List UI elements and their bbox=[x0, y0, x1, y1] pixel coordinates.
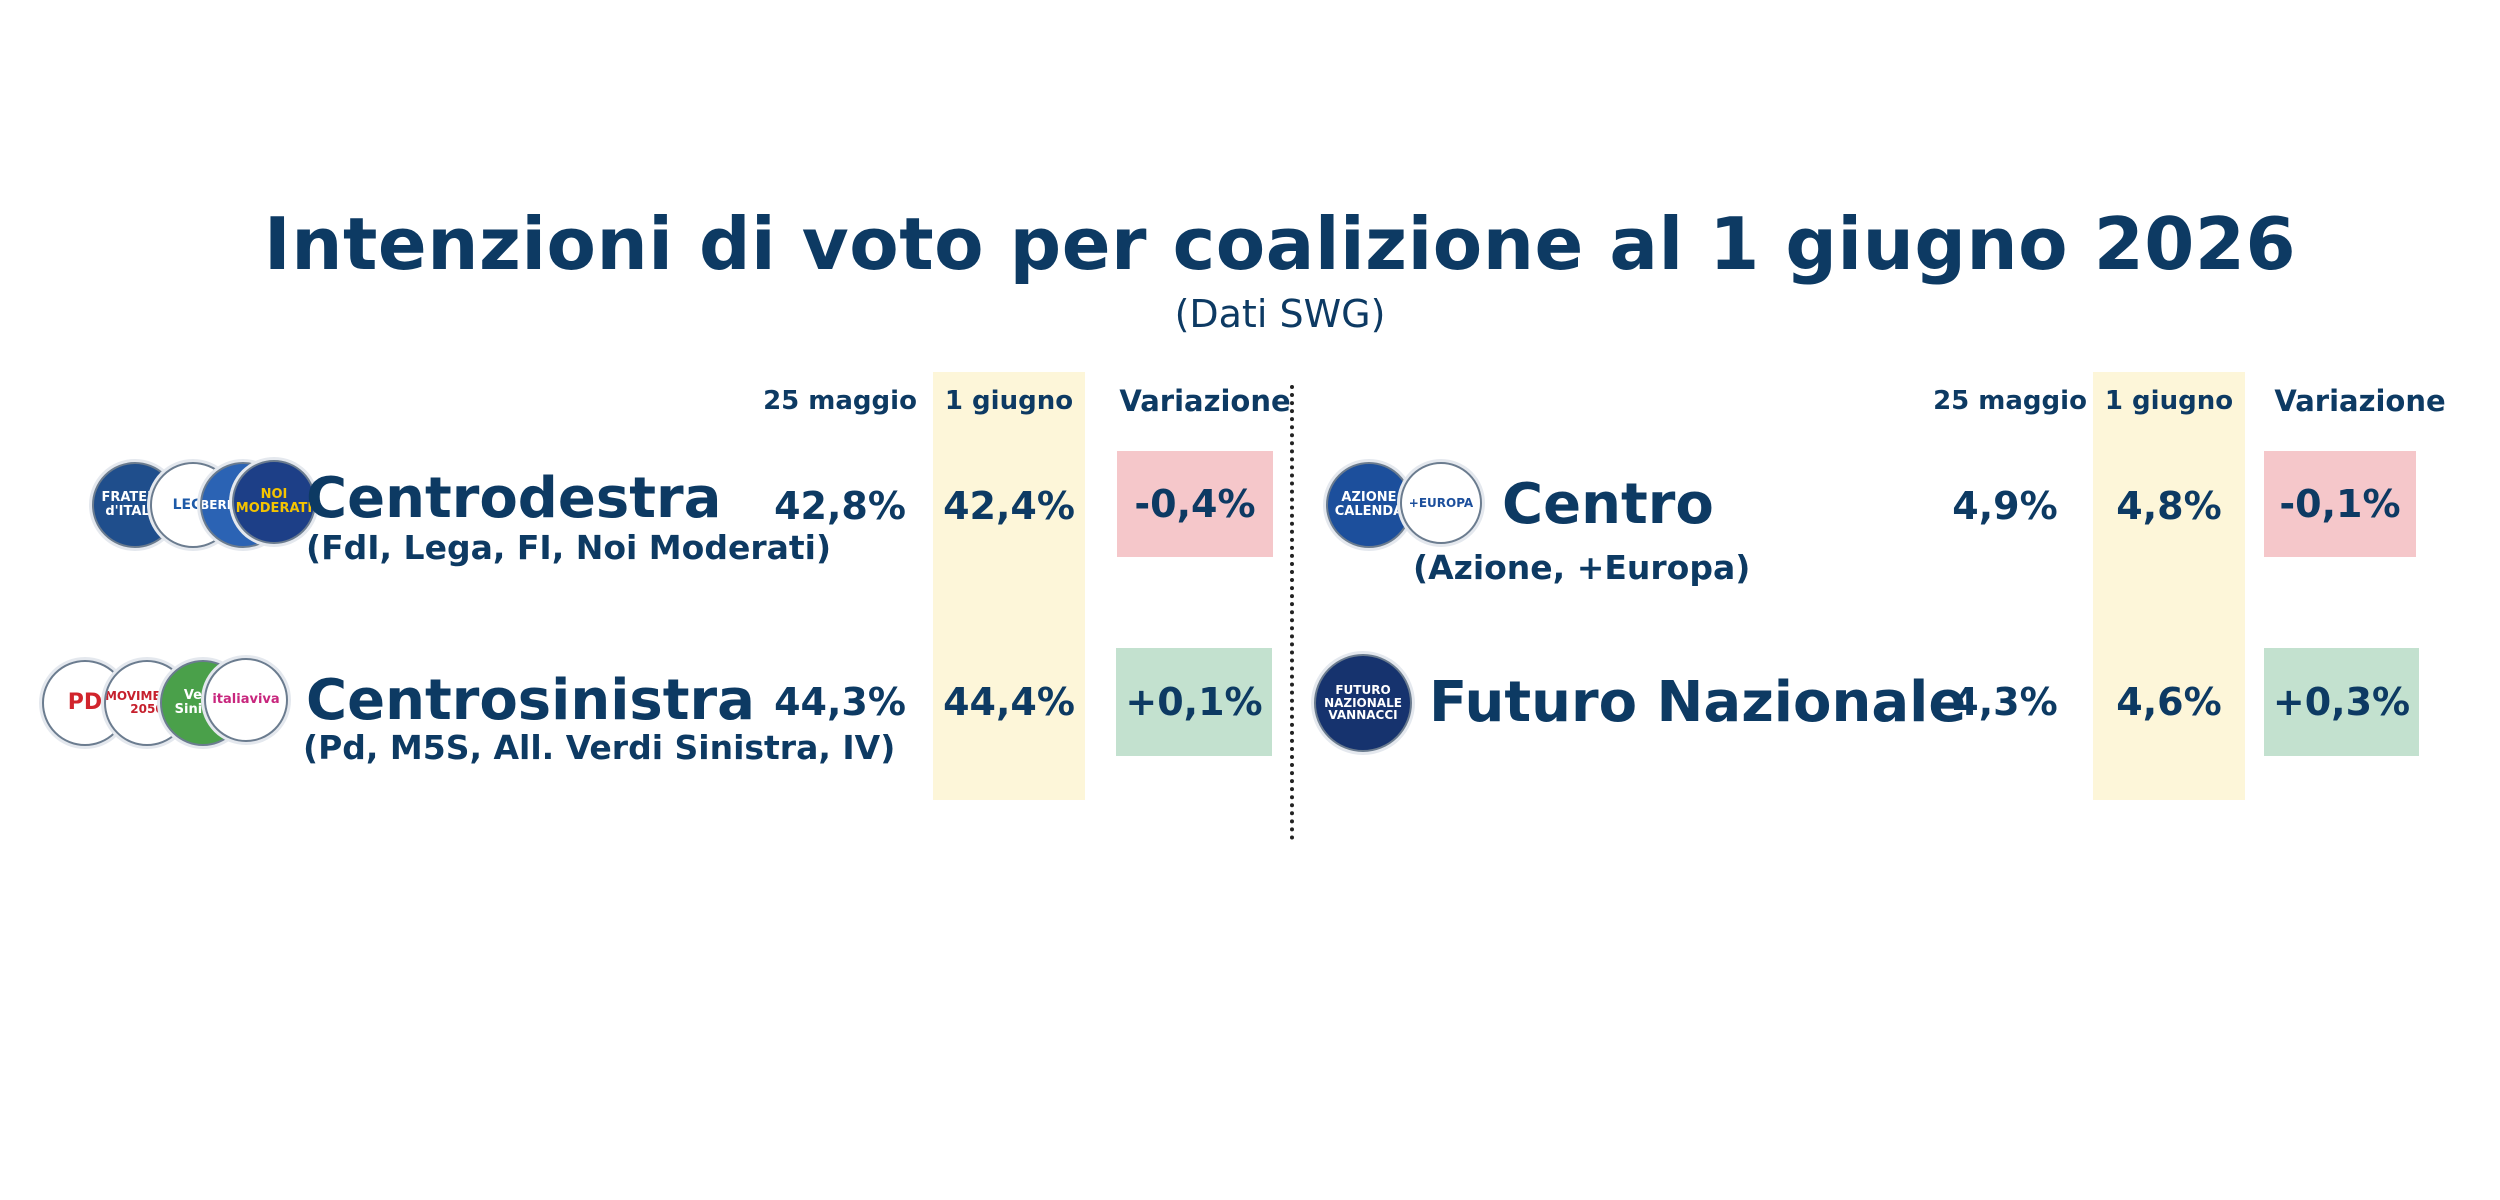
coalition-members: (FdI, Lega, FI, Noi Moderati) bbox=[306, 528, 832, 567]
header-var-right: Variazione bbox=[2274, 384, 2446, 418]
column-divider bbox=[1290, 385, 1294, 840]
italia-viva-logo: italiaviva bbox=[204, 658, 288, 742]
noi-moderati-logo: NOI MODERATI bbox=[232, 460, 316, 544]
page-subtitle: (Dati SWG) bbox=[1174, 292, 1386, 336]
variation-badge: +0,1% bbox=[1116, 648, 1272, 756]
value-curr: 44,4% bbox=[943, 680, 1075, 724]
header-curr-left: 1 giugno bbox=[944, 386, 1074, 416]
coalition-name: Futuro Nazionale bbox=[1429, 670, 1967, 735]
header-prev-right: 25 maggio bbox=[1933, 386, 2087, 416]
piu-europa-logo: +EUROPA bbox=[1400, 462, 1482, 544]
variation-badge: -0,4% bbox=[1117, 451, 1273, 557]
variation-badge: +0,3% bbox=[2264, 648, 2419, 756]
coalition-name: Centrodestra bbox=[306, 466, 722, 531]
header-curr-right: 1 giugno bbox=[2104, 386, 2234, 416]
value-prev: 44,3% bbox=[774, 680, 906, 724]
value-prev: 4,3% bbox=[1952, 680, 2058, 724]
coalition-members: (Azione, +Europa) bbox=[1413, 548, 1751, 587]
value-curr: 4,8% bbox=[2116, 484, 2222, 528]
value-curr: 4,6% bbox=[2116, 680, 2222, 724]
azione-logo: AZIONE CALENDA bbox=[1326, 462, 1412, 548]
variation-badge: -0,1% bbox=[2264, 451, 2416, 557]
value-prev: 4,9% bbox=[1952, 484, 2058, 528]
page-title: Intenzioni di voto per coalizione al 1 g… bbox=[263, 202, 2297, 286]
coalition-name: Centro bbox=[1502, 472, 1714, 537]
highlight-band-right bbox=[2093, 372, 2245, 800]
coalition-name: Centrosinistra bbox=[306, 668, 755, 733]
futuro-nazionale-logo: FUTURO NAZIONALE VANNACCI bbox=[1314, 654, 1412, 752]
header-var-left: Variazione bbox=[1119, 384, 1291, 418]
header-prev-left: 25 maggio bbox=[763, 386, 917, 416]
value-prev: 42,8% bbox=[774, 484, 906, 528]
value-curr: 42,4% bbox=[943, 484, 1075, 528]
highlight-band-left bbox=[933, 372, 1085, 800]
coalition-members: (Pd, M5S, All. Verdi Sinistra, IV) bbox=[303, 728, 896, 767]
